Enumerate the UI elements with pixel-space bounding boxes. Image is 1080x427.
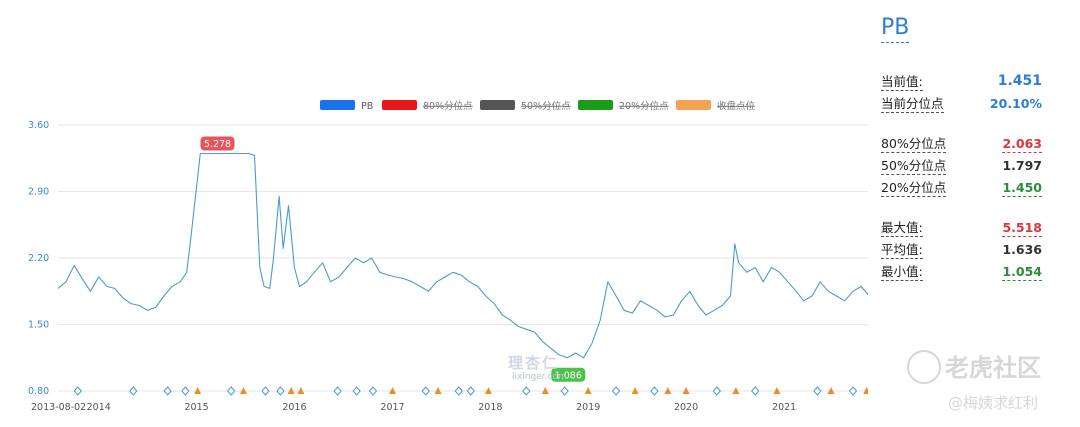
y-axis-ticks: 0.80 1.50 2.20 2.90 3.60 bbox=[28, 120, 49, 397]
x-tick-label: 2015 bbox=[184, 402, 208, 413]
x-tick-label: 2020 bbox=[674, 402, 698, 413]
triangle-marker bbox=[541, 387, 549, 394]
stats-panel: PB 当前值: 1.451 当前分位点 20.10% 80%分位点 2.063 50%分位点… bbox=[868, 0, 1080, 427]
panel-title: PB bbox=[881, 14, 910, 43]
diamond-marker bbox=[276, 386, 285, 396]
diamond-marker bbox=[813, 386, 822, 396]
diamond-marker bbox=[454, 386, 463, 396]
triangle-marker bbox=[631, 387, 639, 394]
stat-row: 80%分位点 2.063 bbox=[881, 135, 1042, 155]
legend-label: 收盘点位 bbox=[717, 100, 756, 112]
legend-label: PB bbox=[361, 101, 373, 112]
tiger-community-icon bbox=[907, 350, 941, 384]
triangle-marker bbox=[664, 387, 672, 394]
stat-row: 20%分位点 1.450 bbox=[881, 179, 1042, 199]
triangle-marker bbox=[584, 387, 592, 394]
legend-swatch bbox=[676, 100, 711, 110]
x-tick-label: 2013-08-02 bbox=[31, 402, 86, 413]
stat-row: 最小值: 1.054 bbox=[881, 263, 1042, 283]
diamond-marker bbox=[421, 386, 430, 396]
stat-value: 1.450 bbox=[1002, 180, 1042, 197]
stat-label: 20%分位点 bbox=[881, 180, 947, 197]
stat-label: 50%分位点 bbox=[881, 158, 947, 175]
annotation-label: 5.278 bbox=[204, 139, 231, 150]
triangle-marker bbox=[732, 387, 740, 394]
legend-label: 80%分位点 bbox=[423, 100, 473, 112]
diamond-marker bbox=[368, 386, 378, 396]
x-tick-label: 2018 bbox=[478, 402, 502, 413]
legend-swatch bbox=[320, 100, 355, 110]
stat-value: 1.797 bbox=[1002, 158, 1042, 173]
x-tick-label: 2021 bbox=[772, 402, 796, 413]
legend-swatch bbox=[382, 100, 417, 110]
annotation-badge bbox=[551, 367, 586, 382]
triangle-marker bbox=[297, 387, 305, 394]
diamond-marker bbox=[611, 386, 621, 396]
triangle-marker bbox=[434, 387, 442, 394]
triangle-marker bbox=[389, 387, 397, 394]
diamond-marker bbox=[333, 386, 342, 396]
legend-swatch bbox=[578, 100, 613, 110]
triangle-marker bbox=[773, 387, 781, 394]
stat-value: 20.10% bbox=[989, 96, 1042, 111]
y-tick-label: 2.90 bbox=[28, 187, 49, 198]
y-tick-label: 3.60 bbox=[28, 120, 49, 131]
stat-value: 1.451 bbox=[997, 73, 1042, 89]
stat-label: 当前分位点 bbox=[881, 96, 944, 113]
stat-row: 当前分位点 20.10% bbox=[881, 95, 1042, 115]
x-tick-label: 2019 bbox=[576, 402, 600, 413]
stat-label: 80%分位点 bbox=[881, 136, 947, 153]
legend-label: 50%分位点 bbox=[521, 100, 571, 112]
stat-value: 2.063 bbox=[1002, 136, 1042, 153]
diamond-marker bbox=[226, 386, 236, 396]
diamond-marker bbox=[261, 386, 270, 396]
triangle-marker bbox=[827, 387, 835, 394]
annotation-label: 1.086 bbox=[555, 370, 582, 381]
stat-value: 1.636 bbox=[1002, 242, 1042, 257]
diamond-marker bbox=[163, 386, 172, 396]
diamond-marker bbox=[129, 386, 138, 396]
legend-swatch bbox=[480, 100, 515, 110]
diamond-marker bbox=[560, 386, 569, 396]
stat-value: 5.518 bbox=[1002, 220, 1042, 237]
stat-row: 平均值: 1.636 bbox=[881, 241, 1042, 261]
diamond-marker bbox=[466, 386, 475, 396]
diamond-marker bbox=[181, 386, 190, 396]
stat-row: 50%分位点 1.797 bbox=[881, 157, 1042, 177]
stat-row: 最大值: 5.518 bbox=[881, 219, 1042, 239]
y-tick-label: 0.80 bbox=[28, 386, 49, 397]
triangle-marker bbox=[682, 387, 690, 394]
stat-label: 平均值: bbox=[881, 242, 923, 259]
diamond-marker bbox=[751, 386, 760, 396]
tiger-community-watermark: 老虎社区 bbox=[945, 354, 1041, 382]
stat-row: 当前值: 1.451 bbox=[881, 73, 1042, 93]
triangle-marker bbox=[484, 387, 492, 394]
diamond-marker bbox=[522, 386, 531, 396]
x-tick-label: 2014 bbox=[87, 402, 111, 413]
x-tick-label: 2017 bbox=[380, 402, 404, 413]
extreme-annotations: 5.278 1.086 bbox=[200, 136, 586, 382]
stat-label: 最大值: bbox=[881, 220, 923, 237]
chart-legend: PB 80%分位点 50%分位点 20%分位点 收盘点位 bbox=[320, 100, 756, 112]
x-tick-label: 2016 bbox=[282, 402, 306, 413]
y-tick-label: 1.50 bbox=[28, 320, 49, 331]
lixinger-watermark-url: lixinger.com bbox=[512, 372, 567, 382]
triangle-marker bbox=[239, 387, 247, 394]
lixinger-watermark-logo: 理杏仁 bbox=[508, 354, 560, 372]
triangle-marker bbox=[287, 387, 295, 394]
stat-label: 最小值: bbox=[881, 264, 923, 281]
diamond-marker bbox=[848, 386, 858, 396]
legend-label: 20%分位点 bbox=[619, 100, 669, 112]
y-tick-label: 2.20 bbox=[28, 253, 49, 264]
tiger-handle-watermark: @梅姨求红利 bbox=[948, 394, 1039, 412]
annotation-badge bbox=[200, 136, 235, 151]
triangle-marker bbox=[194, 387, 202, 394]
diamond-marker bbox=[352, 386, 361, 396]
diamond-marker bbox=[73, 386, 82, 396]
diamond-marker bbox=[650, 386, 659, 396]
diamond-marker bbox=[712, 386, 722, 396]
stat-value: 1.054 bbox=[1002, 264, 1042, 281]
stat-label: 当前值: bbox=[881, 74, 923, 91]
